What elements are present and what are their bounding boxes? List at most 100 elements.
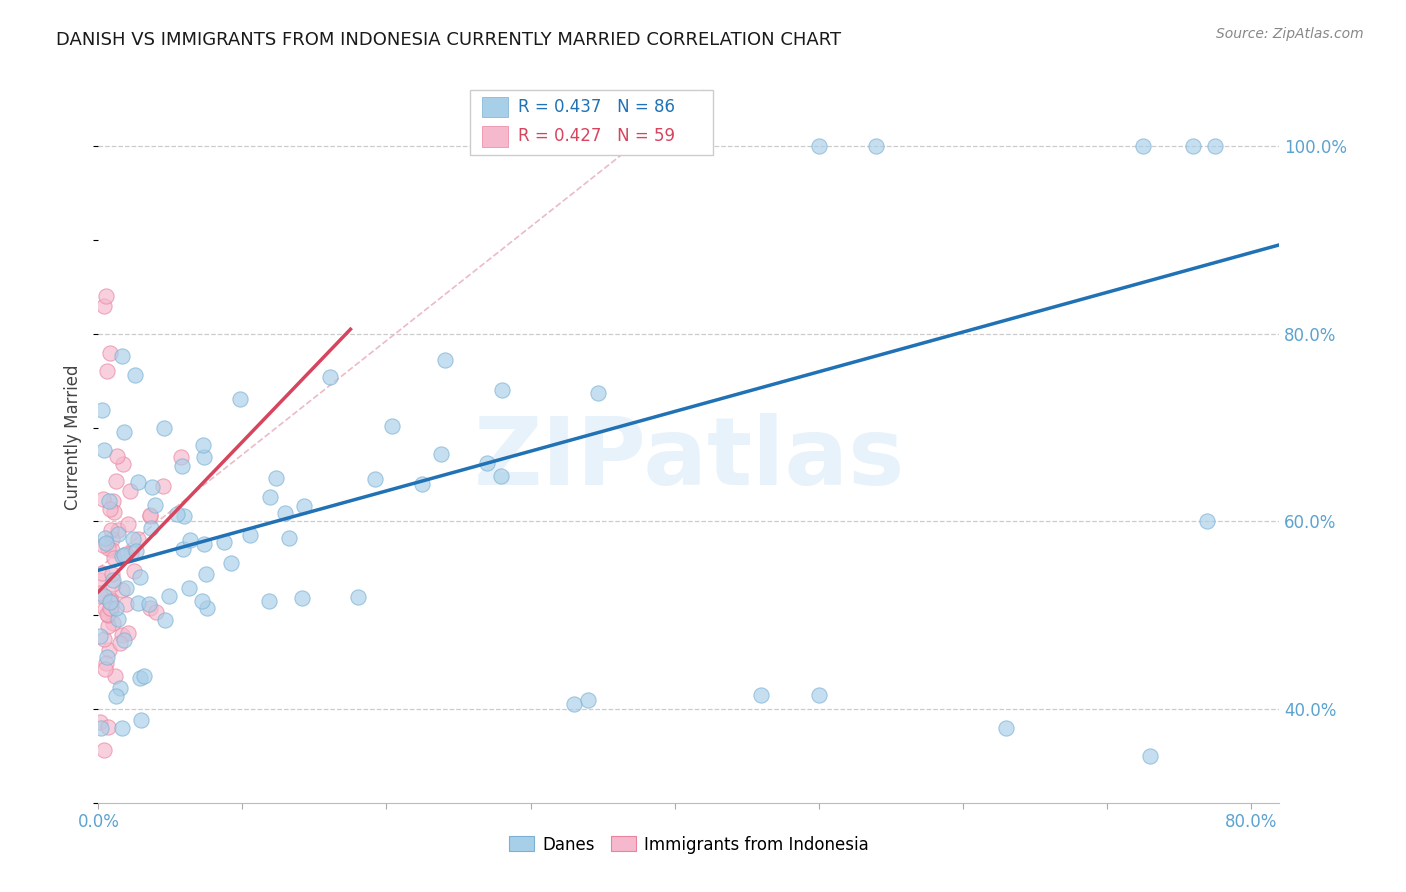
Point <box>103 505 125 519</box>
Point <box>100 523 122 537</box>
Point <box>430 447 453 461</box>
Point <box>94 656 117 670</box>
Point <box>132 669 155 683</box>
Point <box>489 468 512 483</box>
Point <box>89 629 111 643</box>
Point <box>117 626 139 640</box>
Point <box>1197 515 1219 529</box>
Point <box>104 690 127 704</box>
Point <box>89 573 111 587</box>
Text: Source: ZipAtlas.com: Source: ZipAtlas.com <box>1216 27 1364 41</box>
Point <box>491 383 513 397</box>
Point <box>112 425 135 440</box>
Point <box>93 590 115 604</box>
Point <box>105 449 128 463</box>
Point <box>586 385 609 400</box>
Point <box>274 506 297 520</box>
Point <box>94 531 117 545</box>
Y-axis label: Currently Married: Currently Married <box>65 364 83 510</box>
Point <box>193 537 215 551</box>
Point <box>93 443 115 458</box>
FancyBboxPatch shape <box>482 97 508 118</box>
Point <box>381 418 404 433</box>
Point <box>139 521 162 535</box>
Point <box>93 632 115 646</box>
Point <box>193 450 215 464</box>
Point <box>97 607 120 622</box>
Point <box>173 509 195 524</box>
Point <box>101 532 124 546</box>
Point <box>108 681 131 695</box>
Point <box>170 450 193 464</box>
Point <box>122 532 145 546</box>
Point <box>157 589 180 603</box>
Point <box>118 483 141 498</box>
Point <box>96 650 118 665</box>
Point <box>110 628 132 642</box>
Point <box>634 139 657 153</box>
Point <box>319 369 342 384</box>
Point <box>89 715 111 730</box>
Point <box>219 556 242 570</box>
Point <box>127 596 149 610</box>
Point <box>197 601 219 615</box>
Point <box>193 438 215 452</box>
Point <box>865 139 887 153</box>
Point <box>212 535 235 549</box>
Point <box>97 541 120 555</box>
Point <box>108 636 131 650</box>
Point <box>807 139 830 153</box>
Point <box>111 582 134 597</box>
Point <box>191 594 214 608</box>
Point <box>195 566 218 581</box>
Point <box>475 456 498 470</box>
Point <box>411 477 433 491</box>
Point <box>141 480 163 494</box>
Point <box>98 502 121 516</box>
Text: R = 0.427   N = 59: R = 0.427 N = 59 <box>517 128 675 145</box>
Point <box>111 349 134 363</box>
Point <box>179 533 201 547</box>
Point <box>259 491 281 505</box>
Point <box>104 600 127 615</box>
Point <box>434 353 457 368</box>
Point <box>145 605 167 619</box>
Point <box>101 576 124 591</box>
Point <box>155 613 177 627</box>
Point <box>129 671 152 685</box>
Point <box>91 403 114 417</box>
Point <box>98 595 121 609</box>
Text: DANISH VS IMMIGRANTS FROM INDONESIA CURRENTLY MARRIED CORRELATION CHART: DANISH VS IMMIGRANTS FROM INDONESIA CURR… <box>56 31 841 49</box>
Point <box>110 549 132 563</box>
Point <box>107 527 129 541</box>
Point <box>93 492 115 507</box>
Point <box>89 586 111 600</box>
Point <box>107 612 129 626</box>
Point <box>1204 139 1226 153</box>
Legend: Danes, Immigrants from Indonesia: Danes, Immigrants from Indonesia <box>502 829 876 860</box>
Point <box>104 474 127 488</box>
Text: ZIPatlas: ZIPatlas <box>474 413 904 505</box>
Point <box>101 542 124 557</box>
Point <box>90 566 112 580</box>
Point <box>364 472 387 486</box>
FancyBboxPatch shape <box>482 126 508 146</box>
Point <box>103 551 125 566</box>
Point <box>104 669 127 683</box>
Point <box>347 591 370 605</box>
Point <box>96 607 118 622</box>
Point <box>1132 139 1154 153</box>
Point <box>562 698 585 712</box>
Point <box>94 289 117 303</box>
Point <box>94 662 117 676</box>
Point <box>90 721 112 735</box>
Text: R = 0.437   N = 86: R = 0.437 N = 86 <box>517 98 675 116</box>
Point <box>100 602 122 616</box>
Point <box>98 593 121 607</box>
Point <box>100 567 122 582</box>
Point <box>152 420 174 434</box>
Point <box>100 593 122 607</box>
Point <box>152 479 174 493</box>
Point <box>257 594 280 608</box>
Point <box>91 538 114 552</box>
